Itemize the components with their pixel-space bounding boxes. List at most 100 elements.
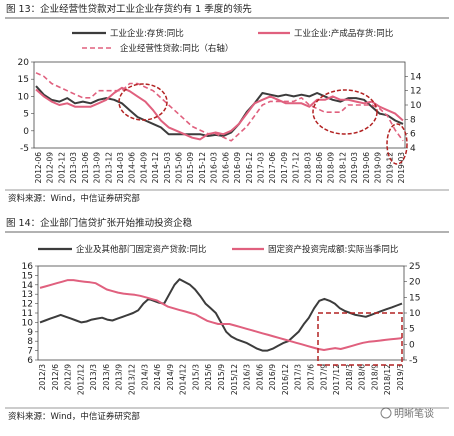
x-tick-label: 2019-12 [385,152,394,184]
x-tick-label: 2012/9 [64,364,73,391]
x-tick-label: 2015/9 [217,364,226,391]
x-tick-label: 2019/3 [396,364,405,391]
legend-fai-label: 固定资产投资完成额:实际当季同比 [268,244,398,255]
series-line-2 [35,86,404,141]
y-tick-label: 14 [22,281,34,291]
legend-loans-label: 企业经营性贷款:同比（右轴） [120,43,233,54]
x-tick-label: 2012/6 [51,364,60,391]
x-tick-label: 2017/12 [332,364,341,395]
y2-tick-label: 5 [409,325,415,335]
y2-tick-label: 4 [410,144,416,154]
highlight-ellipse [118,83,168,121]
series-line-1 [39,278,403,352]
y-tick-label: 12 [22,300,33,310]
x-tick-label: 2017/9 [319,364,328,391]
x-tick-label: 2017-12 [292,152,301,184]
x-tick-label: 2019-09 [374,152,383,184]
y-tick-label: 20 [18,58,30,68]
x-tick-label: 2017/3 [294,364,303,391]
y-tick-label: 11 [22,309,33,319]
series-line-1 [35,85,404,137]
x-tick-label: 2013-03 [69,152,78,184]
y-tick-label: 7 [27,347,33,357]
x-tick-label: 2015-06 [175,152,184,184]
watermark: 明晰笔谈 [380,407,434,420]
y-tick-label: 0 [23,127,29,137]
x-tick-label: 2018-12 [338,152,347,184]
x-tick-label: 2012/12 [76,364,85,395]
x-tick-label: 2016-12 [245,152,254,184]
x-tick-label: 2013/12 [128,364,137,395]
x-tick-label: 2014-09 [139,152,148,184]
y2-tick-label: 15 [409,293,420,303]
legend-finished-goods-label: 工业企业:产成品存货:同比 [294,28,393,39]
x-tick-label: 2018-03 [303,152,312,184]
watermark-text: 明晰笔谈 [394,407,434,420]
x-tick-label: 2014-06 [128,152,137,184]
x-tick-label: 2013/9 [115,364,124,391]
y-tick-label: 10 [18,92,30,102]
y2-tick-label: 25 [409,262,420,272]
x-tick-label: 2013-06 [81,152,90,184]
figure-14: 图 14：企业部门信贷扩张开始推动投资企稳 企业及其他部门固定资产贷款:同比 固… [5,217,449,422]
figure-13-caption: 图 13：企业经营性贷款对工业企业存货约有 1 季度的领先 [6,3,252,15]
y-tick-label: 16 [22,262,34,272]
x-tick-label: 2015-09 [186,152,195,184]
wechat-icon [380,407,392,419]
x-tick-label: 2016-06 [221,152,230,184]
y-tick-label: 15 [22,271,33,281]
x-tick-label: 2012-12 [57,152,66,184]
x-tick-label: 2019-03 [350,152,359,184]
x-tick-label: 2019-06 [362,152,371,184]
x-tick-label: 2018-09 [327,152,336,184]
x-tick-label: 2014/12 [179,364,188,395]
x-tick-label: 2015/3 [191,364,200,391]
chart2-legend: 企业及其他部门固定资产贷款:同比 固定资产投资完成额:实际当季同比 [38,244,398,255]
x-tick-label: 2018/3 [345,364,354,391]
y-tick-label: -5 [20,144,29,154]
x-tick-label: 2014/6 [153,364,162,391]
x-tick-label: 2016/6 [255,364,264,391]
figure-13: 图 13：企业经营性贷款对工业企业存货约有 1 季度的领先 工业企业:存货:同比… [5,3,449,204]
y2-tick-label: 20 [409,278,421,288]
x-tick-label: 2017-03 [256,152,265,184]
x-tick-label: 2018/12 [383,364,392,395]
y-tick-label: 15 [18,75,29,85]
highlight-ellipse [386,123,408,165]
y-tick-label: 5 [23,110,29,120]
x-tick-label: 2014-03 [116,152,125,184]
x-tick-label: 2017-06 [268,152,277,184]
x-tick-label: 2015/6 [204,364,213,391]
x-tick-label: 2014/3 [140,364,149,391]
legend-fixed-asset-loans-label: 企业及其他部门固定资产贷款:同比 [76,244,206,255]
highlight-box [317,312,403,366]
x-tick-label: 2013/3 [89,364,98,391]
x-tick-label: 2012-09 [46,152,55,184]
y2-tick-label: 6 [410,130,416,140]
x-tick-label: 2013/6 [102,364,111,391]
chart1-legend: 工业企业:存货:同比 工业企业:产成品存货:同比 企业经营性贷款:同比（右轴） [72,28,393,54]
y2-tick-label: 14 [410,72,422,82]
x-tick-label: 2016/9 [268,364,277,391]
y2-tick-label: -5 [409,356,418,366]
x-tick-label: 2012/3 [38,364,47,391]
y-tick-label: 6 [27,356,33,366]
x-tick-label: 2018/6 [358,364,367,391]
legend-inventory-label: 工业企业:存货:同比 [110,28,184,39]
x-tick-label: 2015/12 [230,364,239,395]
highlight-ellipse [312,89,378,135]
chart-1: -5 0 5 10 15 20 4 6 8 10 12 14 2012-06 2012-09 2012-12… [18,58,422,183]
x-tick-label: 2013-12 [104,152,113,184]
x-tick-label: 2014-12 [151,152,160,184]
x-tick-label: 2017-09 [280,152,289,184]
y2-tick-label: 8 [410,115,416,125]
x-tick-label: 2015-03 [163,152,172,184]
x-tick-label: 2019-03 [397,152,406,184]
figure-13-source: 资料来源：Wind，中信证券研究部 [8,193,140,204]
y-tick-label: 9 [27,328,33,338]
y2-tick-label: 12 [410,87,421,97]
y-tick-label: 13 [22,290,33,300]
